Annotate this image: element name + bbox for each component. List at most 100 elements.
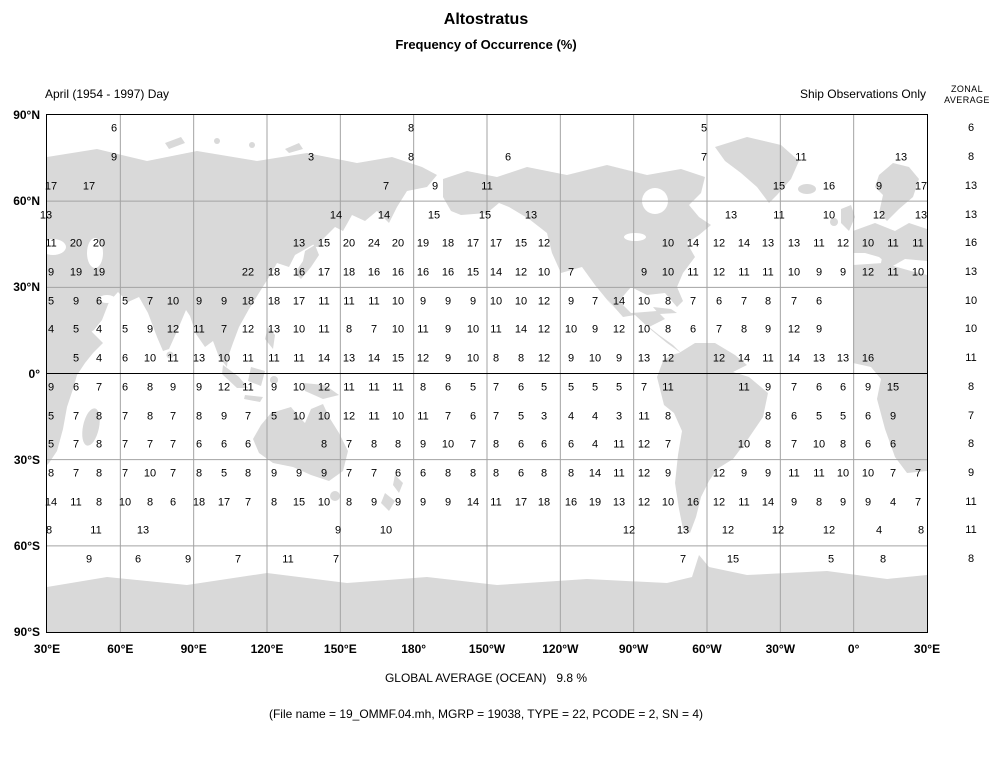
grid-value: 6	[121, 352, 129, 365]
grid-value: 10	[143, 352, 157, 365]
grid-value: 6	[244, 438, 252, 451]
grid-value: 14	[787, 352, 801, 365]
grid-value: 8	[469, 467, 477, 480]
grid-value: 10	[391, 410, 405, 423]
grid-value: 13	[342, 352, 356, 365]
grid-value: 4	[591, 410, 599, 423]
grid-value: 6	[110, 122, 118, 135]
grid-value: 10	[317, 496, 331, 509]
grid-value: 8	[195, 467, 203, 480]
grid-value: 10	[588, 352, 602, 365]
grid-value: 9	[815, 323, 823, 336]
grid-value: 10	[564, 323, 578, 336]
grid-value: 8	[146, 381, 154, 394]
grid-value: 9	[740, 467, 748, 480]
grid-value: 12	[661, 352, 675, 365]
grid-value: 9	[295, 467, 303, 480]
grid-value: 9	[270, 467, 278, 480]
page-title: Altostratus	[443, 11, 529, 28]
grid-value: 10	[292, 323, 306, 336]
grid-value: 7	[169, 410, 177, 423]
grid-value: 18	[342, 266, 356, 279]
x-tick-label: 150°W	[468, 642, 506, 656]
grid-value: 11	[613, 438, 625, 451]
grid-value: 9	[839, 496, 847, 509]
grid-value: 17	[514, 496, 528, 509]
grid-value: 9	[889, 410, 897, 423]
grid-value: 7	[492, 381, 500, 394]
grid-value: 13	[914, 209, 928, 222]
grid-value: 11	[481, 180, 493, 193]
grid-value: 7	[146, 295, 154, 308]
zonal-average-value: 13	[964, 208, 978, 221]
grid-value: 12	[622, 524, 636, 537]
map-plot-area: 6 8 5 9 3 8 6 7 11 13 17 17 7 9 11 15 16 9 17 13 14 14 15 15 13 1…	[40, 114, 928, 633]
grid-value: 9	[419, 295, 427, 308]
grid-value: 7	[121, 410, 129, 423]
grid-value: 9	[567, 352, 575, 365]
grid-value: 10	[118, 496, 132, 509]
grid-value: 8	[839, 438, 847, 451]
grid-value: 3	[540, 410, 548, 423]
grid-value: 7	[567, 266, 575, 279]
grid-value: 9	[764, 467, 772, 480]
grid-value: 8	[270, 496, 278, 509]
grid-value: 9	[320, 467, 328, 480]
grid-value: 12	[836, 237, 850, 250]
grid-value: 14	[761, 496, 775, 509]
grid-value: 9	[270, 381, 278, 394]
grid-value: 10	[292, 381, 306, 394]
grid-value: 9	[790, 496, 798, 509]
grid-value: 8	[764, 295, 772, 308]
grid-value: 9	[184, 553, 192, 566]
grid-value: 7	[72, 467, 80, 480]
zonal-average-value: 11	[965, 495, 977, 508]
grid-value: 15	[391, 352, 405, 365]
source-label: Ship Observations Only	[799, 87, 926, 101]
grid-value: 13	[136, 524, 150, 537]
grid-value: 6	[540, 438, 548, 451]
grid-value: 12	[217, 381, 231, 394]
grid-value: 7	[914, 496, 922, 509]
grid-value: 9	[47, 266, 55, 279]
grid-value: 12	[241, 323, 255, 336]
grid-value: 7	[790, 295, 798, 308]
grid-value: 4	[875, 524, 883, 537]
grid-value: 10	[441, 438, 455, 451]
grid-value: 20	[342, 237, 356, 250]
grid-value: 7	[679, 553, 687, 566]
grid-value: 16	[861, 352, 875, 365]
grid-value: 7	[345, 467, 353, 480]
grid-value: 5	[700, 122, 708, 135]
grid-value: 8	[567, 467, 575, 480]
x-tick-label: 150°E	[323, 642, 357, 656]
grid-value: 5	[47, 410, 55, 423]
grid-value: 7	[169, 438, 177, 451]
grid-value: 10	[812, 438, 826, 451]
grid-value: 13	[524, 209, 538, 222]
grid-value: 20	[69, 237, 83, 250]
grid-value: 7	[914, 467, 922, 480]
grid-value: 7	[700, 151, 708, 164]
grid-value: 11	[762, 352, 774, 365]
grid-value: 8	[45, 524, 53, 537]
grid-value: 8	[345, 496, 353, 509]
grid-value: 6	[715, 295, 723, 308]
grid-value: 7	[715, 323, 723, 336]
grid-value: 19	[588, 496, 602, 509]
grid-value: 11	[167, 352, 179, 365]
grid-value: 9	[85, 553, 93, 566]
grid-value: 10	[836, 467, 850, 480]
grid-value: 18	[537, 496, 551, 509]
grid-value: 9	[864, 381, 872, 394]
grid-value: 5	[517, 410, 525, 423]
grid-value: 12	[637, 438, 651, 451]
grid-value: 10	[466, 352, 480, 365]
grid-value: 11	[738, 496, 750, 509]
grid-value: 12	[712, 496, 726, 509]
grid-value: 6	[889, 438, 897, 451]
grid-value: 9	[444, 496, 452, 509]
grid-value: 8	[664, 295, 672, 308]
grid-value: 10	[391, 295, 405, 308]
grid-value: 13	[192, 352, 206, 365]
